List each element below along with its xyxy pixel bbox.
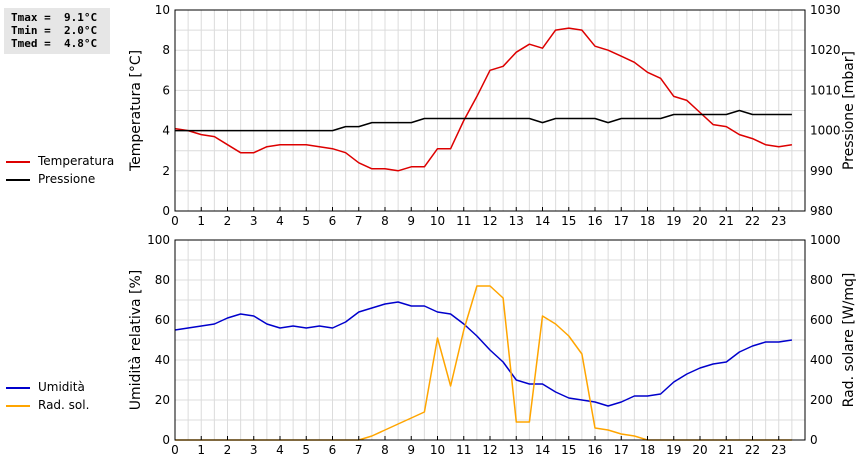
y-left-tick-label: 20 — [155, 393, 170, 407]
y-right-tick-label: 1000 — [810, 233, 841, 247]
y-right-tick-label: 1020 — [810, 43, 841, 57]
y-left-tick-label: 0 — [162, 204, 170, 218]
x-tick-label: 2 — [224, 443, 232, 457]
x-tick-label: 19 — [666, 214, 681, 228]
legend-swatch-umidita — [6, 387, 30, 389]
y-left-tick-label: 60 — [155, 313, 170, 327]
legend-swatch-temperatura — [6, 161, 30, 163]
x-tick-label: 10 — [430, 214, 445, 228]
y-right-tick-label: 0 — [810, 433, 818, 447]
x-tick-label: 6 — [329, 214, 337, 228]
y-right-tick-label: 1000 — [810, 124, 841, 138]
y-left-tick-label: 100 — [147, 233, 170, 247]
legend-label-umidita: Umidità — [38, 380, 85, 394]
x-tick-label: 18 — [640, 443, 655, 457]
x-tick-label: 15 — [561, 214, 576, 228]
y-right-tick-label: 1010 — [810, 83, 841, 97]
x-tick-label: 13 — [509, 214, 524, 228]
chart-panel-1: 0 1 2 3 4 5 6 7 8 9 10 11 12 13 14 15 16 17 18 19 20 21 22 2302… — [128, 233, 857, 457]
y-left-tick-label: 0 — [162, 433, 170, 447]
tmed-text: Tmed = 4.8°C — [11, 37, 98, 50]
legend-label-temperatura: Temperatura — [38, 154, 115, 168]
y-left-tick-label: 6 — [162, 83, 170, 97]
y-left-axis-title: Umidità relativa [%] — [128, 270, 144, 411]
x-tick-label: 14 — [535, 214, 550, 228]
y-left-tick-label: 10 — [155, 3, 170, 17]
x-tick-label: 17 — [614, 214, 629, 228]
series-line-temperatura — [174, 27, 793, 172]
y-right-tick-label: 980 — [810, 204, 833, 218]
legend-label-radsol: Rad. sol. — [38, 398, 90, 412]
y-right-tick-label: 990 — [810, 164, 833, 178]
x-tick-label: 0 — [171, 214, 179, 228]
x-tick-label: 15 — [561, 443, 576, 457]
y-right-tick-label: 400 — [810, 353, 833, 367]
x-tick-label: 6 — [329, 443, 337, 457]
x-tick-label: 19 — [666, 443, 681, 457]
y-left-axis-title: Temperatura [°C] — [128, 50, 144, 172]
tmax-text: Tmax = 9.1°C — [11, 11, 98, 24]
x-tick-label: 9 — [407, 214, 415, 228]
x-tick-label: 9 — [407, 443, 415, 457]
x-tick-label: 14 — [535, 443, 550, 457]
x-tick-label: 21 — [719, 214, 734, 228]
x-tick-label: 20 — [692, 214, 707, 228]
x-tick-label: 12 — [482, 443, 497, 457]
x-tick-label: 16 — [587, 214, 602, 228]
x-tick-label: 17 — [614, 443, 629, 457]
y-right-tick-label: 200 — [810, 393, 833, 407]
x-tick-label: 7 — [355, 214, 363, 228]
x-tick-label: 16 — [587, 443, 602, 457]
x-tick-label: 8 — [381, 443, 389, 457]
x-tick-label: 1 — [197, 214, 205, 228]
chart-panel-0: 0 1 2 3 4 5 6 7 8 9 10 11 12 13 14 15 16 17 18 19 20 21 22 2302… — [128, 3, 857, 228]
x-tick-label: 12 — [482, 214, 497, 228]
x-tick-label: 13 — [509, 443, 524, 457]
x-tick-label: 22 — [745, 443, 760, 457]
x-tick-label: 3 — [250, 443, 258, 457]
x-tick-label: 4 — [276, 443, 284, 457]
x-tick-label: 22 — [745, 214, 760, 228]
series-line-pressione — [175, 109, 792, 132]
y-right-axis-title: Pressione [mbar] — [841, 51, 857, 170]
x-tick-label: 4 — [276, 214, 284, 228]
legend-swatch-radsol — [6, 405, 30, 407]
x-tick-label: 10 — [430, 443, 445, 457]
y-left-tick-label: 4 — [162, 124, 170, 138]
y-left-tick-label: 8 — [162, 43, 170, 57]
series-line-rad-sol — [175, 285, 792, 441]
x-tick-label: 8 — [381, 214, 389, 228]
stats-box: Tmax = 9.1°C Tmin = 2.0°C Tmed = 4.8°C — [4, 8, 110, 54]
x-tick-label: 0 — [171, 443, 179, 457]
x-tick-label: 5 — [302, 214, 310, 228]
legend-label-pressione: Pressione — [38, 172, 96, 186]
y-right-tick-label: 1030 — [810, 3, 841, 17]
x-tick-label: 23 — [771, 443, 786, 457]
y-right-tick-label: 600 — [810, 313, 833, 327]
x-tick-label: 5 — [302, 443, 310, 457]
y-right-axis-title: Rad. solare [W/mq] — [841, 273, 857, 408]
series-line-umidit — [174, 301, 793, 407]
x-tick-label: 7 — [355, 443, 363, 457]
x-tick-label: 11 — [456, 443, 471, 457]
x-tick-label: 18 — [640, 214, 655, 228]
y-left-tick-label: 80 — [155, 273, 170, 287]
tmin-text: Tmin = 2.0°C — [11, 24, 98, 37]
x-tick-label: 21 — [719, 443, 734, 457]
legend-swatch-pressione — [6, 179, 30, 181]
x-tick-label: 2 — [224, 214, 232, 228]
x-tick-label: 20 — [692, 443, 707, 457]
x-tick-label: 3 — [250, 214, 258, 228]
x-tick-label: 1 — [197, 443, 205, 457]
x-tick-label: 23 — [771, 214, 786, 228]
y-left-tick-label: 2 — [162, 164, 170, 178]
y-left-tick-label: 40 — [155, 353, 170, 367]
y-right-tick-label: 800 — [810, 273, 833, 287]
x-tick-label: 11 — [456, 214, 471, 228]
